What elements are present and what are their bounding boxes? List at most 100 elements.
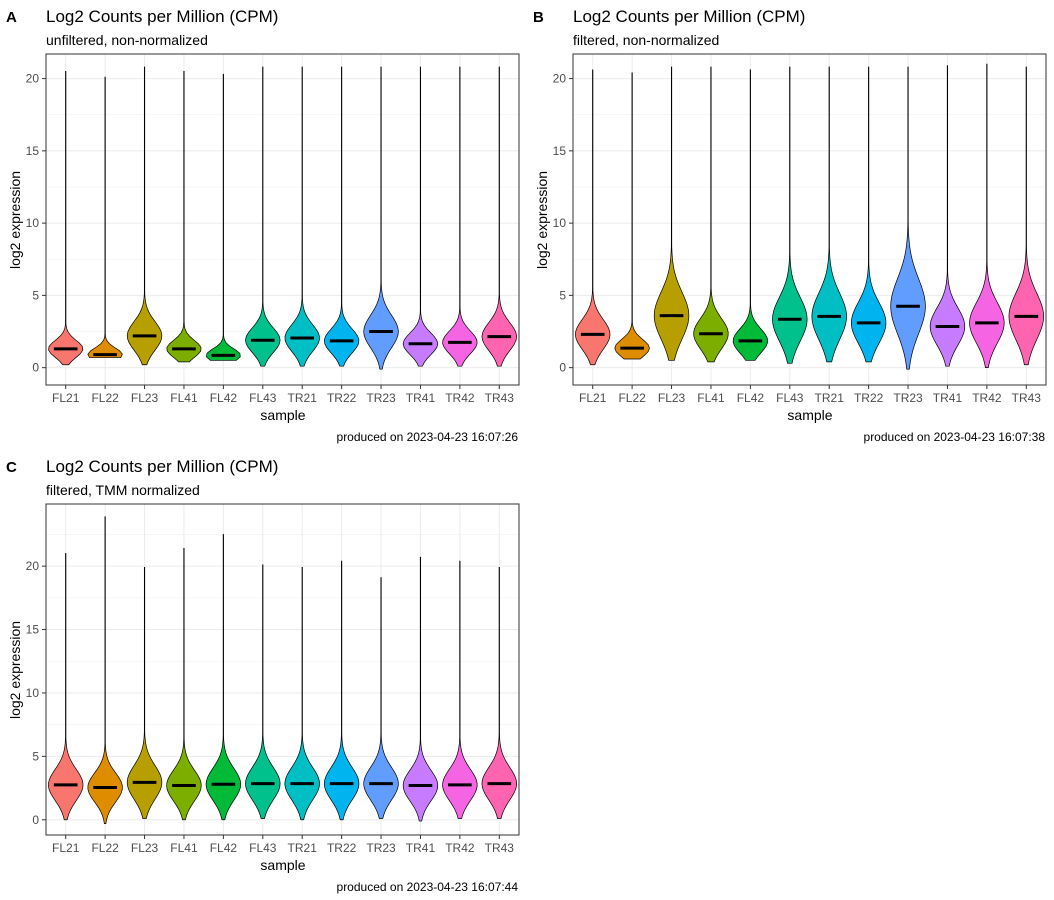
x-tick-label: FL42 (210, 391, 238, 405)
y-tick-label: 10 (553, 216, 567, 230)
violin-fl42 (206, 73, 241, 361)
chart-title: Log2 Counts per Million (CPM) (573, 7, 805, 26)
x-tick-label: TR23 (366, 391, 396, 405)
x-tick-label: FL22 (618, 391, 646, 405)
y-tick-label: 5 (32, 288, 39, 302)
x-tick-label: FL23 (131, 391, 159, 405)
y-axis-label: log2 expression (534, 171, 550, 269)
violin-fl22 (614, 72, 650, 360)
plot-area: 0 5 10 15 20 FL21 FL22 FL23 FL41 FL42 FL43 TR21 TR22… (553, 53, 1047, 405)
caption: produced on 2023-04-23 16:07:26 (337, 430, 519, 444)
x-tick-label: FL23 (658, 391, 686, 405)
violin-fl21 (48, 70, 84, 366)
violin-fl21 (48, 553, 84, 821)
x-tick-label: FL42 (737, 391, 765, 405)
x-tick-label: FL21 (52, 391, 80, 405)
violin-tr42 (969, 63, 1005, 369)
violin-tr22 (323, 66, 360, 367)
x-tick-label: TR22 (327, 391, 357, 405)
violin-fl41 (693, 66, 729, 363)
violin-fl42 (732, 69, 768, 361)
y-tick-label: 20 (26, 559, 40, 573)
y-tick-label: 20 (553, 72, 567, 86)
x-axis-label: sample (787, 407, 832, 423)
violin-fl23 (126, 66, 163, 366)
y-tick-label: 5 (559, 288, 566, 302)
violin-tr22 (323, 560, 360, 821)
plot-area: 0 5 10 15 20 FL21 FL22 FL23 FL41 FL42 FL43 TR21 TR22… (26, 53, 520, 405)
chart-subtitle: unfiltered, non-normalized (46, 32, 208, 48)
violin-tr23 (363, 66, 399, 370)
x-tick-label: FL21 (52, 841, 80, 855)
y-tick-label: 10 (26, 216, 40, 230)
y-tick-label: 15 (26, 623, 40, 637)
x-tick-label: FL22 (91, 391, 119, 405)
y-tick-label: 15 (553, 144, 567, 158)
x-tick-label: TR21 (815, 391, 845, 405)
violin-tr22 (850, 66, 887, 363)
x-tick-label: TR22 (327, 841, 357, 855)
x-tick-label: TR42 (445, 841, 475, 855)
chart-title: Log2 Counts per Million (CPM) (46, 457, 278, 476)
x-tick-label: FL23 (131, 841, 159, 855)
x-tick-label: TR21 (288, 841, 318, 855)
violin-tr21 (284, 66, 320, 367)
panel-b: B Log2 Counts per Million (CPM) filtered… (527, 0, 1054, 450)
violin-tr42 (442, 560, 478, 819)
violin-tr42 (442, 66, 478, 367)
x-tick-label: TR23 (366, 841, 396, 855)
plot-area: 0 5 10 15 20 FL21 FL22 FL23 FL41 FL42 FL43 TR21 TR22… (26, 503, 520, 855)
violin-fl23 (126, 567, 163, 819)
x-tick-label: FL43 (776, 391, 804, 405)
violin-fl22 (87, 76, 123, 358)
x-axis-label: sample (260, 857, 305, 873)
y-tick-label: 0 (559, 361, 566, 375)
panel-tag: C (6, 459, 17, 476)
y-tick-label: 10 (26, 686, 40, 700)
y-tick-label: 15 (26, 144, 40, 158)
violin-fl22 (87, 516, 123, 824)
x-tick-label: FL42 (210, 841, 238, 855)
y-tick-label: 5 (32, 749, 39, 763)
plot-border (572, 53, 1047, 386)
y-tick-label: 20 (26, 72, 40, 86)
violin-fl43 (245, 564, 281, 819)
x-axis-label: sample (260, 407, 305, 423)
x-tick-label: FL41 (697, 391, 725, 405)
x-tick-label: FL43 (249, 841, 277, 855)
y-axis-label: log2 expression (7, 621, 23, 719)
violin-tr43 (481, 567, 517, 819)
chart-c: C Log2 Counts per Million (CPM) filtered… (6, 457, 520, 894)
y-axis-label: log2 expression (7, 171, 23, 269)
chart-a: A Log2 Counts per Million (CPM) unfilter… (6, 7, 520, 444)
x-tick-label: TR43 (485, 841, 515, 855)
violin-tr21 (811, 66, 847, 363)
violin-tr43 (1008, 66, 1044, 366)
x-tick-label: TR43 (485, 391, 515, 405)
plot-border (45, 503, 520, 836)
x-tick-label: FL41 (170, 391, 198, 405)
violin-tr43 (481, 66, 517, 367)
panel-tag: A (6, 9, 17, 26)
violin-fl23 (653, 66, 690, 361)
chart-title: Log2 Counts per Million (CPM) (46, 7, 278, 26)
y-tick-label: 0 (32, 361, 39, 375)
caption: produced on 2023-04-23 16:07:38 (864, 430, 1046, 444)
violin-tr23 (363, 577, 399, 819)
x-tick-label: TR42 (445, 391, 475, 405)
violin-fl43 (245, 66, 281, 367)
violin-tr23 (890, 66, 926, 370)
violin-fl21 (575, 69, 611, 366)
chart-b: B Log2 Counts per Million (CPM) filtered… (533, 7, 1047, 444)
panel-a: A Log2 Counts per Million (CPM) unfilter… (0, 0, 527, 450)
x-tick-label: TR41 (406, 391, 436, 405)
violin-tr41 (402, 66, 439, 367)
x-tick-label: FL41 (170, 841, 198, 855)
x-tick-label: FL43 (249, 391, 277, 405)
chart-subtitle: filtered, TMM normalized (46, 482, 200, 498)
y-tick-label: 0 (32, 813, 39, 827)
plot-border (45, 53, 520, 386)
chart-subtitle: filtered, non-normalized (573, 32, 719, 48)
panel-tag: B (533, 9, 544, 26)
x-tick-label: TR42 (972, 391, 1002, 405)
